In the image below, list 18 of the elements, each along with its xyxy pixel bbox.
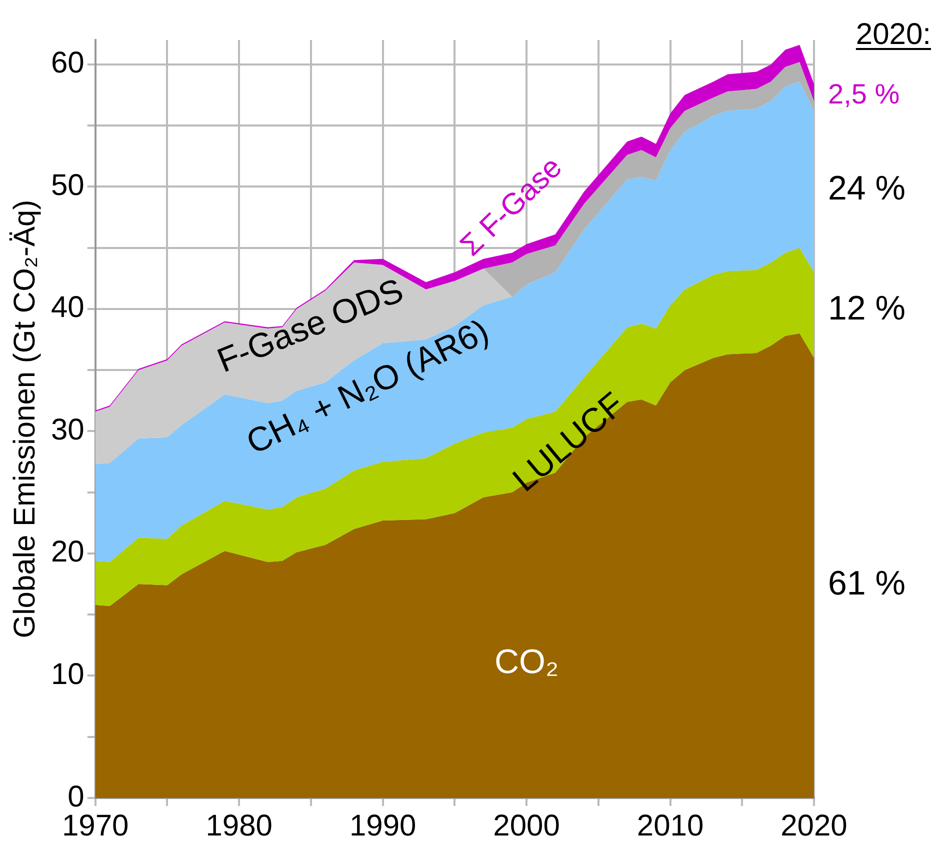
x-tick-label: 2000 (493, 809, 560, 842)
y-tick-label: 60 (50, 46, 84, 80)
y-axis-title: Globale Emissionen (Gt CO₂-Äq) (8, 200, 42, 638)
text: 61 % (828, 564, 906, 602)
text: 2,5 % (828, 78, 900, 110)
y-tick-label: 20 (50, 536, 84, 569)
y-tick-label: 50 (50, 168, 84, 202)
y-tick-label: 40 (50, 291, 84, 324)
y-tick-label: 30 (50, 413, 84, 446)
text: 2020: (856, 18, 931, 51)
x-tick-label: 1990 (349, 809, 416, 842)
y-tick-label: 10 (50, 658, 84, 692)
series-label: CO₂ (494, 642, 559, 681)
x-tick-label: 1980 (206, 809, 272, 842)
x-tick-label: 2010 (636, 809, 704, 842)
text: 12 % (828, 289, 906, 328)
x-tick-label: 2020 (780, 809, 848, 842)
text: 24 % (828, 169, 906, 208)
